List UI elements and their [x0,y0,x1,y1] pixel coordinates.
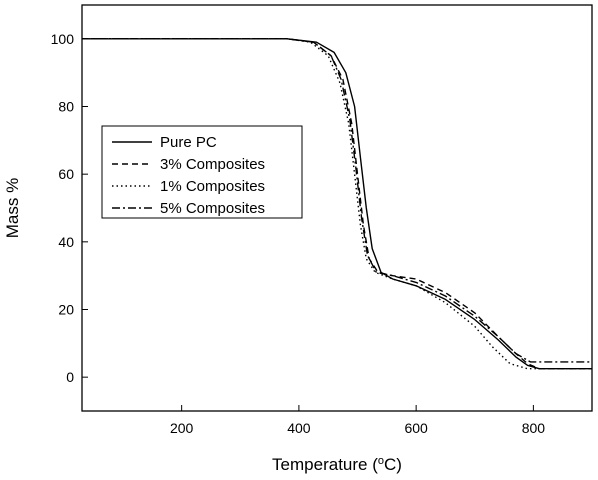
y-tick-label-40: 40 [58,234,74,250]
x-axis-ticks: 200 400 600 800 [170,405,545,436]
y-tick-label-20: 20 [58,302,74,318]
x-axis-title: Temperature (oC) [272,455,402,474]
y-tick-label-60: 60 [58,166,74,182]
legend-label-2: 3% Composites [160,156,265,173]
y-tick-label-100: 100 [51,31,75,47]
y-axis-title: Mass % [3,178,22,238]
plot-border [81,4,593,412]
x-tick-label-800: 800 [522,420,546,436]
y-tick-label-0: 0 [66,369,74,385]
x-tick-label-200: 200 [170,420,194,436]
x-axis-title-superscript: o [378,455,384,467]
x-tick-label-600: 600 [404,420,428,436]
series-line-4 [82,38,592,363]
x-axis-title-main: Temperature ( [272,455,378,474]
legend: Pure PC 3% Composites 1% Composites 5% Comp… [101,125,303,219]
legend-label-3: 1% Composites [160,178,265,195]
x-axis-title-unit: C) [384,455,402,474]
x-tick-label-400: 400 [287,420,311,436]
plot-frame [81,4,593,412]
legend-label-1: Pure PC [160,134,217,151]
legend-label-4: 5% Composites [160,200,265,217]
series-lines [82,38,592,370]
y-tick-label-80: 80 [58,99,74,115]
y-axis-ticks: 0 20 40 60 80 100 [51,31,88,385]
